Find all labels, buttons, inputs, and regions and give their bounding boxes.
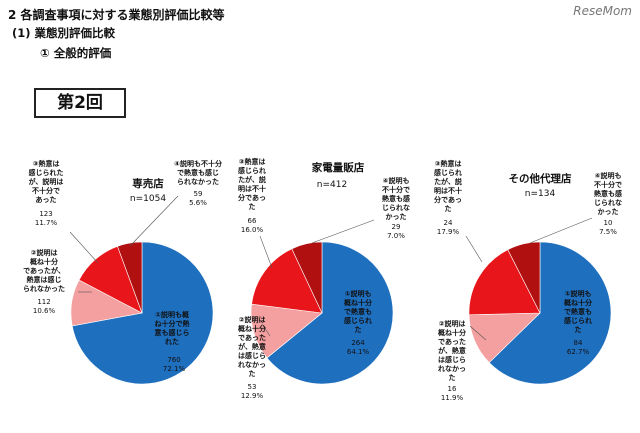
slice-label: ①説明も概ね十分で熱意も感じられた <box>344 289 372 334</box>
section-heading: 2 各調査事項に対する業態別評価比較等 <box>8 8 225 22</box>
slice-count: 59 <box>194 190 203 198</box>
leader-line <box>465 235 483 263</box>
slice-label: ④説明も不十分で熱意も感じられなかった <box>174 159 222 186</box>
slice-percent: 12.9% <box>241 392 264 400</box>
round-label: 第2回 <box>34 88 126 118</box>
chart-title: 家電量販店 <box>312 161 365 174</box>
item-heading: ① 全般的評価 <box>40 46 112 60</box>
slice-label: ③熱意は感じられたが、説明は不十分であった <box>238 157 266 211</box>
slice-percent: 11.7% <box>35 219 58 227</box>
pie-slice <box>251 248 323 314</box>
slice-label: ①説明も概ね十分で熱意も感じられた <box>564 289 592 334</box>
chart-n-label: n=412 <box>317 180 347 190</box>
leader-line <box>529 217 593 244</box>
slice-label: ①説明も概ね十分で熱意も感じられた <box>155 310 190 346</box>
leader-line <box>311 219 375 244</box>
pie-slice <box>468 249 541 316</box>
slice-percent: 72.1% <box>163 365 186 373</box>
chart-title: その他代理店 <box>509 172 572 185</box>
leader-line <box>69 231 99 264</box>
slice-count: 24 <box>444 219 453 227</box>
slice-percent: 5.6% <box>189 199 207 207</box>
chart-n-label: n=1054 <box>130 194 166 204</box>
pie-slice <box>488 241 612 385</box>
chart-n-label: n=134 <box>525 189 556 199</box>
slice-percent: 10.6% <box>33 307 56 315</box>
slice-percent: 17.9% <box>437 228 460 236</box>
slice-count: 10 <box>604 219 613 227</box>
slice-percent: 7.5% <box>599 228 617 236</box>
slice-count: 123 <box>39 210 52 218</box>
slice-count: 29 <box>392 223 401 231</box>
slice-percent: 64.1% <box>347 348 370 356</box>
slice-count: 760 <box>167 356 180 364</box>
leader-line <box>129 195 179 247</box>
slice-label: ④説明も不十分で熱意も感じられなかった <box>382 176 410 221</box>
slice-count: 16 <box>448 385 457 393</box>
leader-line <box>469 325 487 341</box>
slice-label: ③熱意は感じられたが、説明は不十分であった <box>434 159 462 213</box>
slice-label: ④説明も不十分で熱意も感じられなかった <box>594 171 622 216</box>
leader-line <box>261 323 271 337</box>
chart-title: 専売店 <box>132 177 164 190</box>
slice-label: ③熱意は感じられたが、説明は不十分であった <box>29 159 64 204</box>
slice-label: ②説明は概ね十分であったが、熱意は感じられなかった <box>23 248 65 293</box>
slice-label: ②説明は概ね十分であったが、熱意は感じられなかった <box>238 315 266 378</box>
slice-count: 53 <box>248 383 257 391</box>
pie-slice <box>117 241 143 314</box>
subsection-heading: (1) 業態別評価比較 <box>12 26 116 40</box>
slice-count: 84 <box>574 339 583 347</box>
slice-count: 264 <box>351 339 365 347</box>
slice-percent: 62.7% <box>567 348 590 356</box>
slice-percent: 11.9% <box>441 394 464 402</box>
slice-percent: 16.0% <box>241 226 264 234</box>
slice-percent: 7.0% <box>387 232 405 240</box>
leader-line <box>259 235 273 269</box>
watermark-logo: ReseMom <box>573 4 632 18</box>
slice-count: 112 <box>37 298 50 306</box>
pie-slice <box>250 303 323 359</box>
pie-slice <box>291 241 323 314</box>
slice-label: ②説明は概ね十分であったが、熱意は感じられなかった <box>438 319 466 382</box>
pie-slice <box>266 241 394 385</box>
pie-slice <box>507 241 541 314</box>
slice-count: 66 <box>248 217 257 225</box>
